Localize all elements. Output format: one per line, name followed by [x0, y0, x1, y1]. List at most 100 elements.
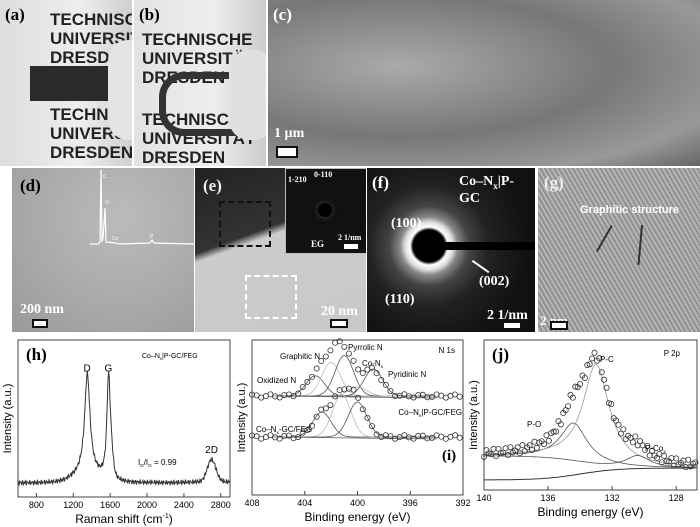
x-tick-label: 132	[605, 493, 620, 503]
data-point	[355, 366, 362, 373]
data-point	[281, 433, 288, 440]
data-point	[290, 393, 297, 400]
scale-bar	[276, 146, 298, 158]
data-point	[519, 442, 526, 449]
data-point	[615, 421, 622, 428]
plot-frame	[251, 339, 464, 496]
data-point	[584, 361, 591, 368]
x-tick-label: 392	[455, 498, 470, 508]
eds-peak-label: C	[103, 174, 107, 180]
panel-c-sem: (c) 1 µm	[268, 0, 700, 166]
data-point	[589, 355, 596, 362]
data-point	[350, 386, 357, 393]
data-point	[497, 450, 504, 457]
panel-label: (a)	[5, 5, 25, 24]
data-point	[608, 401, 615, 408]
logo-text: TECHNISCHE	[142, 30, 253, 49]
panel-label: (c)	[273, 5, 292, 24]
data-point	[424, 435, 431, 442]
data-point	[620, 426, 627, 433]
data-point	[493, 453, 500, 460]
panel-label: (i)	[442, 448, 456, 464]
data-point	[456, 434, 463, 441]
saed-inset: 1-210 0-110 EG 2 1/nm	[285, 168, 366, 254]
sample-title: Co–Nx|P-GC	[459, 174, 515, 206]
data-point	[541, 441, 548, 448]
data-point	[649, 447, 656, 454]
data-point	[276, 394, 283, 401]
eds-peak-label: P	[150, 234, 154, 240]
data-point	[327, 402, 334, 409]
data-point	[392, 393, 399, 400]
logo-text: UNIVERSITÄT	[142, 49, 256, 68]
inset-index-label: 0-110	[314, 170, 333, 179]
panel-label: (g)	[544, 173, 564, 192]
fit-component	[484, 454, 697, 468]
data-point	[545, 437, 552, 444]
data-point	[382, 432, 389, 439]
data-point	[598, 369, 605, 376]
ring-label: (100)	[391, 216, 422, 231]
x-tick-label: 2000	[137, 500, 157, 510]
scale-bar	[32, 319, 48, 328]
panel-b-photo: TECHNISCHE UNIVERSITÄT DRESDEN TECHNISCHE U…	[134, 0, 266, 166]
data-point	[424, 394, 431, 401]
chart-i-n1s: 408 404 400 396 392 Intensity (a.u.) Binding e…	[236, 338, 471, 524]
data-point	[565, 403, 572, 410]
data-point	[632, 433, 639, 440]
data-point	[322, 405, 329, 412]
panel-f-saed: (f) Co–Nx|P-GC (100) (002) (110) 2 1/nm	[367, 168, 535, 332]
bent-sample	[159, 72, 246, 136]
data-point	[299, 429, 306, 436]
spectrum-title: P 2p	[664, 349, 681, 358]
data-point	[248, 391, 255, 398]
x-tick-label: 408	[244, 498, 259, 508]
data-point	[526, 442, 533, 449]
x-tick-label: 2800	[211, 500, 231, 510]
panel-label: (h)	[26, 345, 47, 364]
data-point	[456, 393, 463, 400]
x-axis-label: Binding energy (eV)	[304, 510, 410, 524]
data-point	[253, 392, 260, 399]
component-label: Co-Nx	[362, 359, 384, 370]
central-spot	[318, 203, 332, 217]
panel-label: (f)	[372, 173, 389, 192]
data-point	[429, 434, 436, 441]
component-label: Graphitic N	[280, 352, 320, 361]
x-tick-label: 404	[297, 498, 312, 508]
data-point	[452, 432, 459, 439]
panel-label: (j)	[492, 345, 509, 364]
data-point	[382, 381, 389, 388]
data-point	[505, 452, 512, 459]
plot-frame	[17, 339, 231, 498]
series-label: Co–Nx|P-GC/FEG	[398, 408, 462, 419]
data-point	[692, 459, 699, 466]
data-point	[452, 391, 459, 398]
panel-e-tem: (e) 1-210 0-110 EG 2 1/nm 20 nm	[195, 168, 366, 332]
inset-name: EG	[311, 239, 325, 249]
data-point	[601, 376, 608, 383]
data-point	[514, 444, 521, 451]
data-point	[299, 383, 306, 390]
data-point	[341, 386, 348, 393]
component-label: Pyridinic N	[388, 370, 426, 379]
data-point	[373, 431, 380, 438]
data-point	[415, 433, 422, 440]
data-point	[248, 432, 255, 439]
data-point	[596, 355, 603, 362]
data-point	[533, 444, 540, 451]
component-label: Oxidized N	[257, 376, 296, 385]
data-point	[345, 350, 352, 357]
scale-bar-label: 1 µm	[274, 126, 305, 141]
data-point	[336, 387, 343, 394]
data-point	[341, 343, 348, 350]
data-point	[415, 392, 422, 399]
data-point	[586, 361, 593, 368]
baseline	[484, 467, 696, 481]
chart-h-raman: 800 1200 1600 2000 2400 2800 Intensity (a.u.) R…	[2, 339, 231, 526]
x-tick-label: 2400	[174, 500, 194, 510]
inset-scale-bar	[344, 244, 358, 249]
light-dashed-box	[245, 275, 297, 319]
y-axis-label: Intensity (a.u.)	[468, 380, 480, 450]
